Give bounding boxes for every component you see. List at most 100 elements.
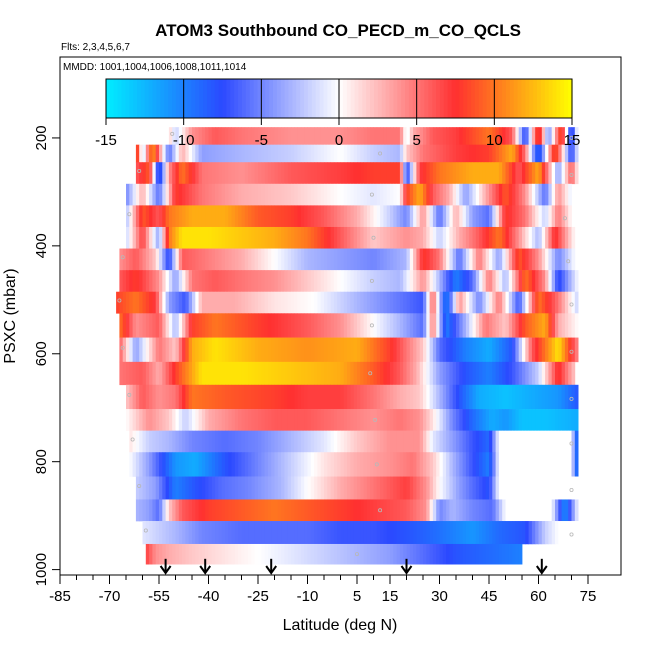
x-axis-title: Latitude (deg N) bbox=[283, 617, 398, 634]
heatmap-cell bbox=[525, 162, 529, 185]
heatmap-band bbox=[126, 183, 572, 206]
heatmap-cell bbox=[353, 361, 358, 386]
heatmap-cell bbox=[528, 270, 533, 293]
heatmap-cell bbox=[228, 248, 232, 271]
heatmap-cell bbox=[277, 384, 282, 410]
heatmap-cell bbox=[142, 144, 147, 163]
heatmap-cell bbox=[528, 183, 533, 206]
heatmap-cell bbox=[482, 144, 487, 163]
heatmap-cell bbox=[291, 127, 295, 145]
heatmap-cell bbox=[168, 361, 173, 386]
heatmap-cell bbox=[291, 521, 295, 545]
heatmap-cell bbox=[225, 430, 229, 453]
heatmap-cell bbox=[145, 337, 150, 363]
heatmap-cell bbox=[159, 521, 163, 545]
heatmap-cell bbox=[251, 476, 256, 500]
heatmap-cell bbox=[492, 162, 496, 185]
heatmap-cell bbox=[512, 452, 516, 477]
heatmap-cell bbox=[241, 127, 246, 145]
heatmap-cell bbox=[439, 270, 444, 293]
heatmap-cell bbox=[419, 291, 424, 314]
heatmap-cell bbox=[267, 205, 272, 228]
heatmap-cell bbox=[218, 162, 223, 185]
heatmap-cell bbox=[564, 409, 569, 431]
heatmap-cell bbox=[234, 248, 239, 271]
heatmap-cell bbox=[324, 384, 328, 410]
heatmap-cell bbox=[234, 144, 239, 163]
heatmap-cell bbox=[215, 313, 219, 338]
colorbar-cell bbox=[370, 79, 375, 118]
heatmap-cell bbox=[357, 226, 361, 249]
heatmap-cell bbox=[413, 476, 417, 500]
heatmap-cell bbox=[205, 430, 209, 453]
heatmap-cell bbox=[449, 409, 454, 431]
colorbar-cell bbox=[148, 79, 154, 118]
heatmap-cell bbox=[310, 291, 315, 314]
heatmap-cell bbox=[366, 205, 371, 228]
heatmap-cell bbox=[294, 521, 298, 545]
heatmap-cell bbox=[399, 476, 404, 500]
heatmap-cell bbox=[241, 499, 246, 522]
heatmap-cell bbox=[310, 409, 315, 431]
heatmap-cell bbox=[485, 384, 490, 410]
heatmap-cell bbox=[380, 430, 384, 453]
heatmap-cell bbox=[126, 205, 130, 228]
heatmap-cell bbox=[277, 361, 282, 386]
heatmap-cell bbox=[561, 384, 566, 410]
heatmap-cell bbox=[525, 183, 529, 206]
heatmap-cell bbox=[505, 226, 510, 249]
heatmap-cell bbox=[571, 476, 576, 500]
heatmap-cell bbox=[168, 205, 173, 228]
heatmap-cell bbox=[548, 226, 553, 249]
heatmap-cell bbox=[132, 270, 137, 293]
heatmap-cell bbox=[168, 521, 173, 545]
heatmap-cell bbox=[426, 409, 430, 431]
colorbar-cell bbox=[471, 79, 476, 118]
heatmap-cell bbox=[541, 409, 546, 431]
heatmap-cell bbox=[225, 521, 229, 545]
heatmap-cell bbox=[373, 270, 378, 293]
heatmap-cell bbox=[135, 226, 140, 249]
heatmap-cell bbox=[238, 543, 242, 565]
heatmap-cell bbox=[449, 543, 454, 565]
heatmap-cell bbox=[399, 205, 404, 228]
heatmap-cell bbox=[456, 162, 460, 185]
heatmap-cell bbox=[205, 543, 209, 565]
heatmap-cell bbox=[498, 205, 503, 228]
heatmap-cell bbox=[403, 384, 407, 410]
heatmap-cell bbox=[267, 543, 272, 565]
heatmap-cell bbox=[350, 430, 355, 453]
heatmap-cell bbox=[541, 127, 546, 145]
heatmap-cell bbox=[241, 361, 246, 386]
heatmap-cell bbox=[469, 361, 473, 386]
heatmap-cell bbox=[277, 476, 282, 500]
heatmap-cell bbox=[449, 430, 454, 453]
heatmap-cell bbox=[469, 313, 473, 338]
heatmap-cell bbox=[211, 144, 216, 163]
heatmap-cell bbox=[294, 384, 298, 410]
heatmap-cell bbox=[208, 384, 213, 410]
heatmap-cell bbox=[393, 270, 397, 293]
heatmap-cell bbox=[456, 313, 460, 338]
heatmap-cell bbox=[363, 313, 368, 338]
heatmap-cell bbox=[366, 291, 371, 314]
heatmap-cell bbox=[277, 144, 282, 163]
heatmap-cell bbox=[244, 144, 249, 163]
heatmap-cell bbox=[416, 543, 421, 565]
heatmap-cell bbox=[485, 476, 490, 500]
heatmap-cell bbox=[119, 291, 124, 314]
heatmap-cell bbox=[258, 248, 262, 271]
heatmap-cell bbox=[218, 226, 223, 249]
heatmap-cell bbox=[449, 499, 454, 522]
heatmap-cell bbox=[353, 430, 358, 453]
heatmap-cell bbox=[432, 270, 437, 293]
heatmap-cell bbox=[489, 543, 493, 565]
heatmap-cell bbox=[482, 291, 487, 314]
heatmap-cell bbox=[360, 144, 364, 163]
heatmap-cell bbox=[284, 291, 289, 314]
heatmap-cell bbox=[155, 361, 160, 386]
heatmap-cell bbox=[353, 452, 358, 477]
colorbar-cell bbox=[513, 79, 519, 118]
heatmap-cell bbox=[343, 499, 348, 522]
heatmap-cell bbox=[571, 384, 576, 410]
